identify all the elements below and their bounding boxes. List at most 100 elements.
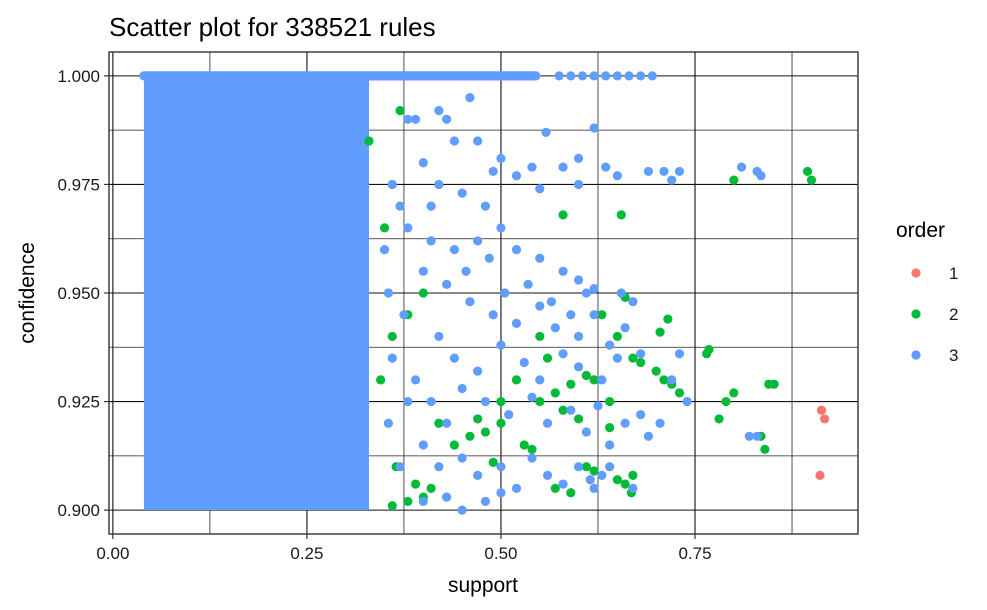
point-order-3	[410, 375, 421, 385]
point-order-2	[674, 388, 685, 398]
point-order-3	[546, 297, 557, 307]
point-order-3	[484, 253, 494, 263]
point-order-3	[616, 288, 626, 298]
point-order-3	[744, 431, 754, 441]
point-order-3	[442, 492, 452, 502]
point-order-3	[566, 405, 576, 415]
point-order-3	[636, 349, 646, 359]
point-order-3	[457, 453, 467, 463]
point-order-2	[376, 375, 386, 385]
point-order-3	[589, 71, 599, 81]
point-order-3	[379, 244, 390, 255]
point-order-2	[721, 396, 731, 407]
point-order-3	[593, 401, 603, 411]
point-order-2	[802, 166, 813, 177]
point-order-2	[573, 414, 584, 424]
point-order-3	[573, 153, 584, 163]
point-order-2	[418, 288, 428, 298]
point-order-3	[395, 462, 405, 472]
point-order-3	[558, 479, 568, 489]
chart-title: Scatter plot for 338521 rules	[109, 12, 436, 42]
point-order-3	[643, 431, 654, 441]
point-order-3	[403, 223, 413, 233]
point-order-3	[473, 136, 483, 146]
point-order-3	[496, 462, 506, 472]
point-order-3	[519, 357, 529, 368]
point-order-3	[449, 244, 459, 255]
point-order-3	[465, 297, 475, 307]
point-order-2	[769, 379, 779, 389]
point-order-2	[651, 366, 661, 376]
point-order-3	[566, 71, 576, 81]
point-order-3	[504, 409, 514, 420]
point-order-3	[399, 310, 409, 320]
point-order-3	[585, 475, 595, 485]
point-order-2	[566, 379, 576, 389]
point-order-3	[383, 288, 394, 298]
legend-label-3: 3	[949, 346, 958, 365]
point-order-3	[620, 323, 630, 333]
point-order-2	[473, 414, 483, 424]
point-order-3	[674, 166, 685, 177]
legend-key-3	[911, 350, 921, 360]
point-order-2	[426, 483, 436, 494]
point-order-2	[527, 444, 537, 454]
point-order-3	[500, 288, 510, 298]
x-tick-label: 0.25	[290, 544, 323, 563]
point-order-3	[473, 236, 483, 246]
point-order-3	[643, 166, 654, 177]
legend-label-1: 1	[949, 264, 958, 283]
point-order-2	[364, 136, 374, 146]
point-order-3	[573, 275, 584, 285]
point-order-3	[395, 201, 405, 211]
point-order-2	[379, 223, 390, 233]
point-order-2	[659, 375, 669, 385]
point-order-3	[418, 440, 428, 450]
point-order-3	[403, 114, 413, 124]
point-order-3	[573, 462, 584, 472]
point-order-3	[387, 353, 397, 363]
point-order-2	[589, 466, 599, 476]
legend-key-1	[911, 268, 921, 278]
point-order-3	[581, 427, 591, 437]
point-order-3	[449, 136, 459, 146]
point-order-2	[663, 314, 673, 324]
point-order-3	[527, 392, 537, 402]
point-order-2	[612, 331, 622, 342]
point-order-3	[667, 375, 677, 385]
point-order-2	[581, 462, 591, 472]
point-order-3	[418, 496, 428, 507]
point-order-3	[573, 331, 584, 342]
point-order-3	[589, 310, 599, 320]
point-order-2	[535, 331, 545, 342]
point-order-3	[434, 462, 444, 472]
point-order-2	[616, 210, 626, 220]
point-order-3	[601, 71, 611, 81]
point-order-3	[511, 244, 522, 255]
point-order-3	[434, 179, 444, 190]
x-tick-label: 0.50	[484, 544, 517, 563]
y-tick-label: 0.900	[57, 501, 100, 520]
point-order-3	[426, 396, 436, 407]
point-order-3	[624, 71, 634, 81]
point-order-3	[480, 496, 491, 507]
point-order-3	[542, 470, 553, 480]
point-order-3	[511, 171, 522, 181]
point-order-3	[558, 349, 568, 359]
y-axis-title: confidence	[16, 242, 39, 344]
legend: order 1 2 3	[896, 219, 958, 365]
dense-cluster-order-3	[143, 75, 370, 511]
point-order-3	[589, 483, 599, 494]
point-order-2	[760, 444, 770, 454]
point-order-2	[395, 106, 405, 116]
point-order-3	[628, 297, 638, 307]
point-order-3	[383, 418, 394, 428]
point-order-2	[511, 375, 522, 385]
point-order-3	[523, 279, 533, 289]
point-order-3	[605, 462, 615, 472]
point-order-3	[496, 488, 506, 498]
point-order-3	[535, 184, 545, 194]
point-order-2	[558, 405, 568, 415]
point-order-2	[636, 357, 646, 368]
x-axis-title: support	[448, 574, 518, 597]
